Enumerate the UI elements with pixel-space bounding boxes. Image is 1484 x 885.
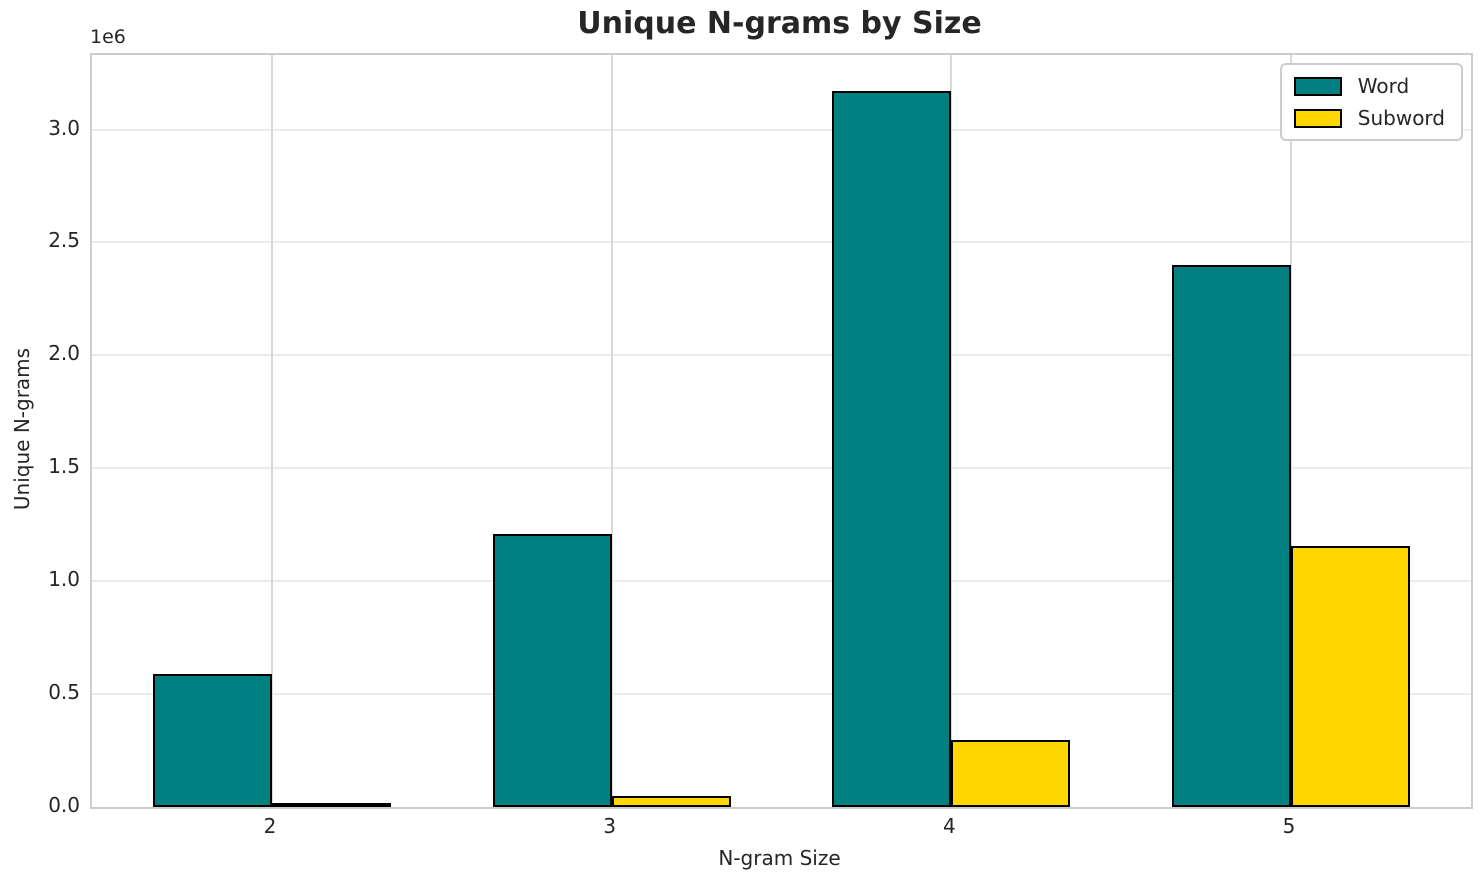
y-tick-2.5: 2.5 (48, 228, 80, 253)
gridline-y-1.0 (92, 580, 1471, 583)
y-axis-label: Unique N-grams (10, 347, 34, 511)
bar-subword-2 (272, 803, 391, 807)
bar-word-2 (153, 673, 272, 807)
x-axis-label: N-gram Size (718, 846, 841, 870)
y-tick-1.5: 1.5 (48, 454, 80, 479)
bar-word-4 (832, 91, 952, 807)
y-axis-offset-text: 1e6 (90, 26, 126, 48)
y-tick-3.0: 3.0 (48, 115, 80, 140)
x-tick-4: 4 (942, 814, 956, 838)
y-tick-0.5: 0.5 (48, 680, 80, 705)
gridline-y-3.0 (92, 128, 1471, 131)
gridline-y-0.5 (92, 693, 1471, 696)
y-tick-1.0: 1.0 (48, 567, 80, 592)
gridline-y-2.0 (92, 354, 1471, 357)
legend-swatch-word (1293, 76, 1342, 96)
legend-label-word: Word (1357, 74, 1410, 98)
bar-subword-4 (951, 740, 1071, 807)
gridline-x-3 (610, 55, 613, 807)
y-tick-0.0: 0.0 (48, 793, 80, 817)
legend-item-subword: Subword (1293, 106, 1445, 130)
plot-area: Word Subword (90, 53, 1473, 809)
chart-title: Unique N-grams by Size (577, 6, 982, 41)
gridline-x-5 (1289, 55, 1292, 807)
gridline-x-2 (271, 55, 274, 807)
legend-swatch-subword (1293, 108, 1342, 128)
legend-label-subword: Subword (1357, 106, 1445, 130)
gridline-x-4 (950, 55, 953, 807)
legend-item-word: Word (1293, 74, 1445, 98)
bar-subword-3 (611, 795, 731, 807)
bar-word-5 (1172, 265, 1291, 807)
y-tick-2.0: 2.0 (48, 341, 80, 366)
x-tick-5: 5 (1282, 814, 1296, 838)
x-tick-2: 2 (263, 814, 277, 838)
x-tick-3: 3 (603, 814, 617, 838)
gridline-y-1.5 (92, 467, 1471, 470)
legend: Word Subword (1279, 63, 1463, 141)
bar-word-3 (492, 533, 612, 807)
bar-subword-5 (1290, 546, 1410, 807)
gridline-y-2.5 (92, 241, 1471, 244)
